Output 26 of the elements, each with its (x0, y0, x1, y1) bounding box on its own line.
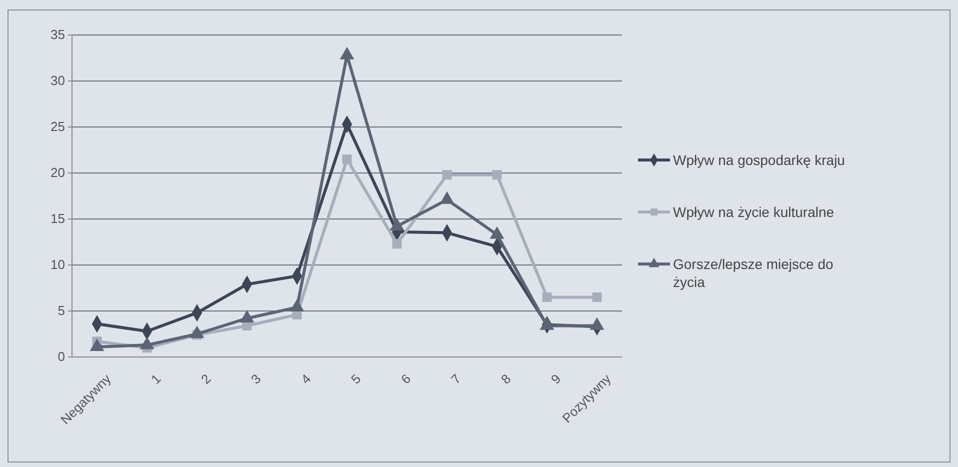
point (392, 239, 402, 249)
y-tick-label: 10 (50, 257, 65, 272)
x-tick-label: 6 (398, 371, 414, 387)
y-tick-label: 30 (50, 73, 65, 88)
x-tick-label: 5 (348, 371, 364, 387)
y-tick-label: 15 (50, 211, 65, 226)
legend-label: Gorsze/lepsze miejsce do życia (673, 256, 834, 290)
x-tick-label: 3 (248, 371, 264, 387)
legend-label: Wpływ na życie kulturalne (673, 204, 834, 220)
point (342, 154, 352, 164)
y-tick-label: 0 (58, 349, 65, 364)
y-tick-label: 20 (50, 165, 65, 180)
x-tick-label: 8 (498, 371, 514, 387)
point (592, 292, 602, 302)
x-tick-label: 4 (298, 371, 314, 387)
point (442, 170, 452, 180)
x-tick-label: 2 (198, 371, 214, 387)
x-tick-label: 7 (448, 371, 464, 387)
point (492, 170, 502, 180)
x-tick-label: 9 (548, 371, 564, 387)
y-tick-label: 35 (50, 27, 65, 42)
legend-label: Wpływ na gospodarkę kraju (673, 152, 845, 168)
y-tick-label: 25 (50, 119, 65, 134)
y-tick-label: 5 (58, 303, 65, 318)
x-tick-label: 1 (148, 371, 164, 387)
point (542, 292, 552, 302)
